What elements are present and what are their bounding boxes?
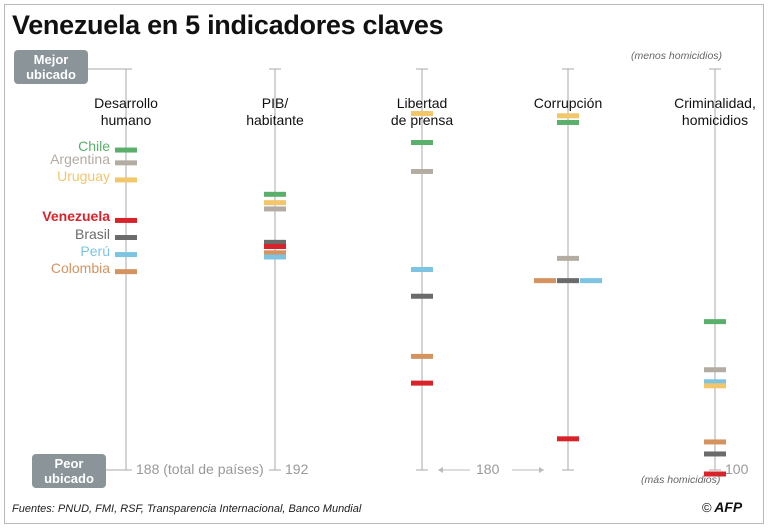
- column-title-line: Libertad: [396, 95, 448, 111]
- marker-peru-1: [264, 254, 286, 260]
- column-title-line: Desarrollo: [94, 95, 158, 111]
- marker-chile-2: [411, 140, 433, 146]
- column-title-line: humano: [100, 112, 152, 128]
- afp-credit: © AFP: [702, 499, 742, 515]
- worst-ranked-label: Peor ubicado: [32, 454, 106, 488]
- column-title-0: Desarrollo humano: [94, 95, 158, 129]
- column-bottom-label-0: 188 (total de países): [136, 461, 264, 477]
- marker-brasil-0: [115, 235, 137, 241]
- marker-chile-0: [115, 147, 137, 153]
- figure-frame: [4, 4, 764, 524]
- column-bottom-label-4: 100: [725, 461, 749, 477]
- legend-brasil: Brasil: [74, 225, 110, 242]
- marker-brasil-2: [411, 293, 433, 299]
- marker-uruguay-2: [411, 111, 433, 117]
- legend-venezuela: Venezuela: [42, 208, 110, 225]
- column-title-line: habitante: [246, 112, 304, 128]
- marker-chile-3: [557, 119, 579, 125]
- note-more-homicides: (más homicidios): [641, 474, 721, 486]
- marker-uruguay-3: [557, 113, 579, 119]
- column-title-2: Libertad de prensa: [391, 95, 453, 129]
- marker-argentina-4: [704, 367, 726, 373]
- copyright-icon: ©: [702, 500, 715, 515]
- source-note: Fuentes: PNUD, FMI, RSF, Transparencia I…: [12, 503, 362, 515]
- legend-argentina: Argentina: [50, 150, 110, 167]
- marker-venezuela-3: [557, 436, 579, 442]
- column-title-4: Criminalidad, homicidios: [674, 95, 756, 129]
- marker-peru-0: [115, 252, 137, 258]
- arrow-left-head: [438, 467, 443, 473]
- marker-brasil-4: [704, 451, 726, 457]
- column-bottom-label-2: 180: [476, 461, 500, 477]
- marker-uruguay-4: [704, 383, 726, 389]
- marker-colombia-3: [534, 278, 556, 284]
- marker-chile-4: [704, 319, 726, 325]
- marker-venezuela-4: [704, 471, 726, 477]
- marker-venezuela-2: [411, 380, 433, 386]
- marker-peru-4: [704, 379, 726, 385]
- column-bottom-label-1: 192: [285, 461, 309, 477]
- legend-colombia: Colombia: [50, 259, 110, 276]
- column-title-3: Corrupción: [534, 95, 602, 112]
- chart-title: Venezuela en 5 indicadores claves: [12, 10, 444, 40]
- marker-uruguay-0: [115, 177, 137, 183]
- marker-uruguay-1: [264, 200, 286, 206]
- marker-argentina-1: [264, 206, 286, 212]
- column-title-line: homicidios: [681, 112, 749, 128]
- best-ranked-label: Mejor ubicado: [14, 50, 88, 84]
- marker-argentina-0: [115, 160, 137, 166]
- marker-venezuela-1: [264, 244, 286, 250]
- column-title-line: Corrupción: [533, 95, 603, 111]
- legend-uruguay: Uruguay: [57, 167, 110, 184]
- marker-venezuela-0: [115, 217, 137, 223]
- marker-argentina-3: [557, 255, 579, 261]
- legend-peru: Perú: [80, 242, 110, 259]
- legend-chile: Chile: [78, 138, 110, 155]
- column-title-line: PIB/: [261, 95, 289, 111]
- marker-peru-3: [580, 278, 602, 284]
- marker-colombia-2: [411, 353, 433, 359]
- marker-brasil-1: [264, 239, 286, 245]
- note-fewer-homicides: (menos homicidios): [631, 50, 723, 62]
- marker-colombia-1: [264, 250, 286, 256]
- marker-colombia-4: [704, 439, 726, 445]
- column-title-line: Criminalidad,: [674, 95, 756, 111]
- column-title-1: PIB/habitante: [246, 95, 304, 129]
- marker-brasil-3: [557, 278, 579, 284]
- marker-argentina-2: [411, 168, 433, 174]
- marker-colombia-0: [115, 269, 137, 275]
- column-title-line: de prensa: [390, 112, 454, 128]
- afp-logo-text: AFP: [714, 499, 743, 515]
- marker-peru-2: [411, 267, 433, 272]
- marker-chile-1: [264, 191, 286, 197]
- arrow-right-head: [539, 467, 544, 473]
